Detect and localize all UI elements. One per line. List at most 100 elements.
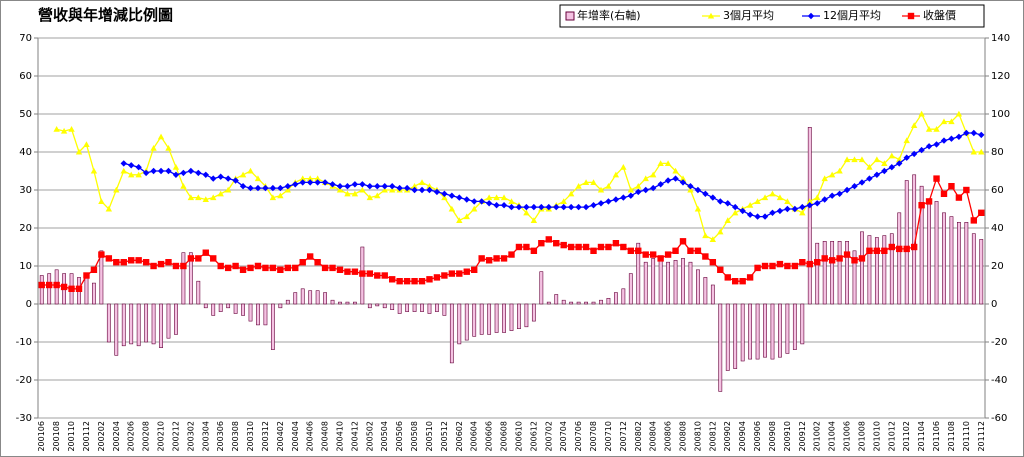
bar bbox=[755, 303, 760, 360]
marker bbox=[83, 272, 90, 279]
bar bbox=[733, 303, 738, 369]
marker bbox=[672, 247, 679, 254]
marker bbox=[284, 264, 291, 272]
legend-marker bbox=[907, 12, 915, 20]
marker bbox=[925, 143, 933, 150]
bar bbox=[382, 303, 387, 309]
marker bbox=[627, 247, 635, 254]
marker bbox=[202, 196, 209, 203]
bar bbox=[740, 303, 745, 362]
marker bbox=[120, 160, 127, 167]
marker bbox=[955, 194, 963, 201]
bar bbox=[524, 303, 529, 328]
x-tick-label: 200512 bbox=[440, 421, 449, 452]
bar bbox=[613, 292, 618, 305]
y-tick-label: 10 bbox=[19, 261, 32, 272]
marker bbox=[746, 202, 754, 208]
marker bbox=[426, 186, 433, 194]
legend-label: 年增率(右軸) bbox=[577, 8, 641, 22]
marker bbox=[232, 262, 239, 270]
bar bbox=[181, 252, 186, 305]
bar bbox=[449, 303, 454, 364]
marker bbox=[418, 186, 426, 194]
marker bbox=[903, 154, 910, 161]
marker bbox=[873, 171, 881, 178]
bar bbox=[114, 303, 119, 356]
x-tick-label: 201006 bbox=[843, 421, 852, 452]
x-tick-label: 200402 bbox=[276, 421, 285, 452]
bar bbox=[546, 301, 551, 305]
marker bbox=[657, 160, 664, 166]
marker bbox=[776, 260, 784, 268]
marker bbox=[478, 255, 485, 262]
marker bbox=[456, 194, 463, 201]
bar bbox=[47, 273, 52, 305]
x-tick-label: 200610 bbox=[514, 421, 523, 452]
marker bbox=[664, 251, 672, 258]
bar bbox=[293, 292, 298, 305]
marker bbox=[970, 217, 978, 224]
marker bbox=[53, 281, 60, 289]
x-tick-label: 200212 bbox=[171, 421, 180, 452]
marker bbox=[187, 255, 195, 262]
marker bbox=[784, 205, 791, 213]
marker bbox=[679, 175, 687, 182]
bar bbox=[226, 303, 231, 309]
marker bbox=[702, 253, 709, 260]
x-tick-label: 200312 bbox=[261, 421, 270, 452]
marker bbox=[448, 205, 456, 212]
x-tick-label: 200306 bbox=[216, 421, 225, 452]
marker bbox=[970, 129, 978, 137]
bar bbox=[338, 301, 342, 305]
x-tick-label: 200506 bbox=[395, 421, 404, 452]
marker bbox=[45, 281, 53, 289]
bar bbox=[643, 261, 648, 305]
marker bbox=[306, 179, 314, 186]
bar bbox=[785, 303, 790, 354]
marker bbox=[53, 126, 60, 132]
marker bbox=[120, 259, 127, 266]
x-tick-label: 200810 bbox=[693, 421, 702, 452]
y2-tick-label: 140 bbox=[991, 33, 1010, 44]
bar bbox=[159, 303, 163, 349]
bar bbox=[248, 303, 253, 322]
marker bbox=[649, 251, 657, 258]
marker bbox=[239, 266, 247, 273]
bar bbox=[390, 303, 395, 310]
marker bbox=[806, 260, 813, 268]
x-tick-label: 200710 bbox=[604, 421, 613, 452]
marker bbox=[157, 167, 165, 175]
marker bbox=[217, 173, 224, 180]
marker bbox=[590, 179, 597, 185]
marker bbox=[560, 203, 567, 211]
marker bbox=[411, 186, 418, 194]
marker bbox=[359, 270, 366, 277]
marker bbox=[575, 203, 582, 211]
marker bbox=[284, 183, 291, 190]
bar bbox=[196, 280, 201, 305]
marker bbox=[269, 194, 277, 201]
marker bbox=[627, 192, 635, 199]
marker bbox=[687, 247, 694, 254]
bar bbox=[121, 303, 126, 347]
bar bbox=[517, 303, 521, 330]
marker bbox=[814, 194, 821, 201]
marker bbox=[403, 184, 411, 192]
marker bbox=[351, 268, 359, 275]
marker bbox=[411, 278, 418, 285]
bar bbox=[882, 235, 887, 305]
marker bbox=[590, 202, 597, 209]
marker bbox=[903, 245, 910, 253]
marker bbox=[284, 186, 291, 193]
marker bbox=[843, 186, 851, 194]
marker bbox=[828, 257, 836, 264]
marker bbox=[858, 255, 866, 262]
marker bbox=[485, 200, 493, 207]
bar bbox=[792, 303, 797, 350]
bar bbox=[837, 241, 842, 305]
x-tick-label: 200108 bbox=[52, 421, 61, 452]
marker bbox=[441, 190, 448, 197]
bar bbox=[763, 303, 767, 358]
bar bbox=[464, 303, 469, 341]
marker bbox=[262, 184, 269, 192]
